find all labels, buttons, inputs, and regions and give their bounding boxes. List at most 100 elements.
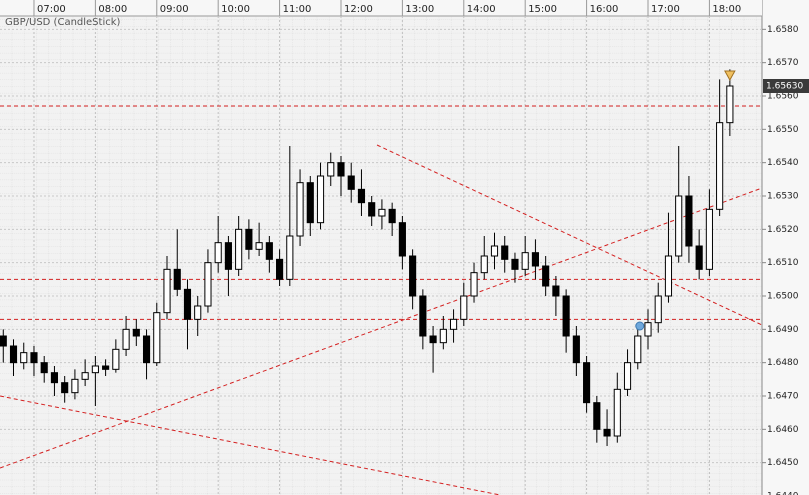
- candle-body: [132, 328, 140, 337]
- candle-body: [716, 122, 724, 210]
- x-tick-label: 07:00: [37, 4, 66, 15]
- candle-body: [552, 285, 560, 297]
- x-tick-label: 15:00: [528, 4, 557, 15]
- candle-body: [572, 335, 580, 364]
- y-tick-label: 1.6580: [767, 25, 799, 35]
- y-tick-label: 1.6530: [767, 192, 799, 202]
- candle-body: [378, 208, 386, 217]
- candle-body: [153, 312, 161, 364]
- candle-body: [9, 345, 18, 364]
- y-tick-label: 1.6450: [767, 458, 799, 468]
- x-tick-label: 08:00: [98, 4, 127, 15]
- y-tick-label: 1.6440: [767, 492, 799, 495]
- candle-body: [531, 252, 539, 267]
- candle-body: [603, 428, 611, 437]
- x-tick-label: 18:00: [712, 4, 741, 15]
- last-price-box: [763, 79, 809, 93]
- candle-body: [490, 245, 499, 257]
- trend-line: [376, 144, 763, 326]
- candle-body: [327, 162, 335, 177]
- chart-title: GBP/USD (CandleStick): [5, 17, 121, 28]
- candle-body: [347, 175, 355, 190]
- candle-body: [296, 182, 304, 237]
- y-axis-area: [762, 0, 809, 495]
- x-axis-area: [0, 0, 762, 16]
- candle-body: [40, 362, 48, 374]
- candle-body: [613, 388, 621, 437]
- candle-body: [542, 265, 550, 287]
- candle-body: [398, 222, 406, 257]
- candle-body: [388, 208, 396, 224]
- y-tick-label: 1.6550: [767, 125, 799, 135]
- candle-body: [112, 348, 120, 370]
- x-tick-label: 12:00: [344, 4, 373, 15]
- candle-body: [449, 318, 458, 330]
- x-tick-label: 17:00: [651, 4, 680, 15]
- candle-body: [429, 335, 437, 344]
- candle-body: [142, 335, 151, 364]
- last-price-label: 1.65630: [766, 82, 803, 92]
- candle-body: [81, 372, 89, 380]
- candle-body: [583, 362, 591, 404]
- candle-body: [644, 322, 652, 337]
- candle-body: [204, 262, 212, 307]
- candle-body: [102, 365, 110, 370]
- x-tick-label: 09:00: [160, 4, 189, 15]
- y-tick-label: 1.6540: [767, 158, 799, 168]
- candle-body: [409, 255, 417, 297]
- candle-body: [593, 402, 601, 430]
- candle-body: [521, 252, 529, 270]
- candle-body: [61, 382, 69, 394]
- candle-body: [276, 258, 284, 280]
- candle-body: [623, 362, 632, 390]
- candle-body: [726, 85, 734, 124]
- x-tick-label: 16:00: [590, 4, 619, 15]
- candle-body: [419, 295, 427, 337]
- candle-body: [224, 242, 232, 270]
- candle-body: [562, 295, 570, 337]
- candle-body: [316, 175, 325, 224]
- y-tick-label: 1.6500: [767, 292, 799, 302]
- candle-body: [30, 352, 38, 364]
- candle-body: [460, 295, 468, 320]
- candle-body: [183, 288, 192, 320]
- x-tick-label: 13:00: [405, 4, 434, 15]
- candle-body: [357, 188, 366, 204]
- marker: [635, 321, 645, 331]
- y-tick-label: 1.6490: [767, 325, 799, 335]
- candle-body: [0, 335, 7, 347]
- candle-body: [235, 228, 243, 270]
- candle-body: [685, 195, 693, 247]
- candle-body: [173, 268, 181, 290]
- candle-body: [368, 202, 376, 217]
- x-tick-label: 14:00: [467, 4, 496, 15]
- candle-body: [439, 328, 447, 344]
- candle-body: [91, 365, 99, 374]
- candle-body: [695, 245, 703, 270]
- x-tick-label: 10:00: [221, 4, 250, 15]
- minor-grid: [0, 0, 762, 495]
- candle-body: [286, 235, 294, 280]
- candle-body: [122, 328, 130, 350]
- candle-body: [214, 242, 222, 264]
- candle-body: [654, 295, 662, 324]
- candle-body: [501, 245, 509, 260]
- candle-body: [634, 335, 642, 364]
- candle-body: [245, 228, 253, 250]
- candle-body: [675, 195, 683, 257]
- candle-body: [163, 268, 171, 314]
- candle-body: [664, 255, 673, 297]
- candle-body: [470, 272, 478, 297]
- y-tick-label: 1.6470: [767, 392, 799, 402]
- candle-body: [306, 182, 314, 224]
- candle-body: [265, 242, 273, 260]
- y-tick-label: 1.6510: [767, 258, 799, 268]
- y-tick-label: 1.6560: [767, 92, 799, 102]
- candle-body: [705, 208, 713, 270]
- y-tick-label: 1.6460: [767, 425, 799, 435]
- candle-body: [50, 372, 59, 384]
- y-tick-label: 1.6520: [767, 225, 799, 235]
- candle-body: [480, 255, 488, 274]
